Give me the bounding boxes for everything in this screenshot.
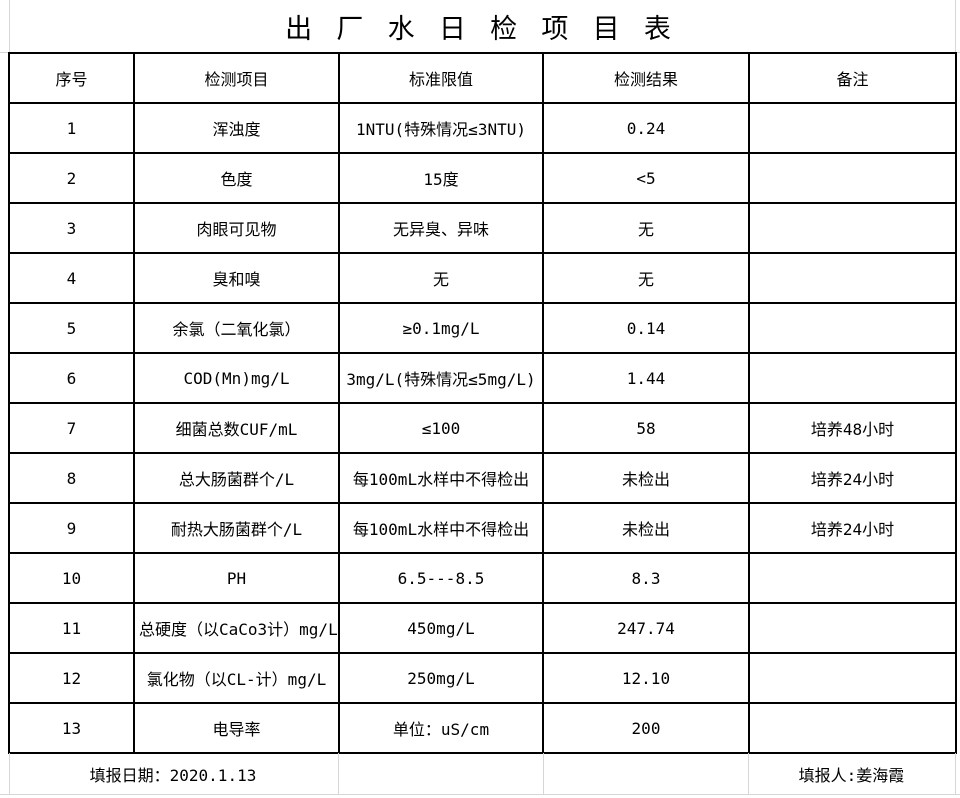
cell-item: 肉眼可见物 [133, 202, 340, 254]
cell-item: 电导率 [133, 702, 340, 754]
cell-no: 7 [8, 402, 135, 454]
cell-remark: 培养24小时 [748, 502, 957, 554]
cell-result: 无 [542, 202, 750, 254]
cell-limit: ≥0.1mg/L [338, 302, 544, 354]
cell-limit: 1NTU(特殊情况≤3NTU) [338, 102, 544, 154]
cell-result: 0.24 [542, 102, 750, 154]
table-row: 10 PH 6.5---8.5 8.3 [8, 552, 957, 604]
cell-remark [748, 252, 957, 304]
table-row: 11 总硬度（以CaCo3计）mg/L 450mg/L 247.74 [8, 602, 957, 654]
cell-result: 200 [542, 702, 750, 754]
cell-item: 臭和嗅 [133, 252, 340, 304]
cell-result: 8.3 [542, 552, 750, 604]
cell-no: 2 [8, 152, 135, 204]
cell-remark [748, 102, 957, 154]
cell-limit: 6.5---8.5 [338, 552, 544, 604]
table-row: 12 氯化物（以CL-计）mg/L 250mg/L 12.10 [8, 652, 957, 704]
table-row: 13 电导率 单位：uS/cm 200 [8, 702, 957, 754]
cell-limit: 每100mL水样中不得检出 [338, 452, 544, 504]
footer-gridline-vertical [338, 753, 339, 794]
cell-result: 12.10 [542, 652, 750, 704]
cell-item: 余氯（二氧化氯） [133, 302, 340, 354]
report-date: 填报日期：2020.1.13 [89, 766, 257, 785]
cell-item: 细菌总数CUF/mL [133, 402, 340, 454]
cell-limit: 3mg/L(特殊情况≤5mg/L) [338, 352, 544, 404]
cell-no: 12 [8, 652, 135, 704]
column-header-remark: 备注 [748, 52, 957, 104]
cell-result: 未检出 [542, 502, 750, 554]
cell-no: 13 [8, 702, 135, 754]
table-row: 5 余氯（二氧化氯） ≥0.1mg/L 0.14 [8, 302, 957, 354]
cell-limit: ≤100 [338, 402, 544, 454]
column-header-no: 序号 [8, 52, 135, 104]
cell-item: 氯化物（以CL-计）mg/L [133, 652, 340, 704]
cell-item: PH [133, 552, 340, 604]
footer-gridline-vertical [955, 753, 956, 794]
cell-remark [748, 302, 957, 354]
margin-gridline-vertical-right [955, 0, 956, 52]
cell-item: 总硬度（以CaCo3计）mg/L [133, 602, 340, 654]
table-row: 4 臭和嗅 无 无 [8, 252, 957, 304]
cell-item: 浑浊度 [133, 102, 340, 154]
cell-no: 8 [8, 452, 135, 504]
cell-no: 6 [8, 352, 135, 404]
table-row: 8 总大肠菌群个/L 每100mL水样中不得检出 未检出 培养24小时 [8, 452, 957, 504]
cell-limit: 单位：uS/cm [338, 702, 544, 754]
cell-no: 10 [8, 552, 135, 604]
cell-remark: 培养24小时 [748, 452, 957, 504]
cell-limit: 无 [338, 252, 544, 304]
cell-limit: 450mg/L [338, 602, 544, 654]
cell-result: 247.74 [542, 602, 750, 654]
cell-remark: 培养48小时 [748, 402, 957, 454]
cell-no: 3 [8, 202, 135, 254]
table-row: 1 浑浊度 1NTU(特殊情况≤3NTU) 0.24 [8, 102, 957, 154]
cell-remark [748, 202, 957, 254]
cell-result: 未检出 [542, 452, 750, 504]
cell-no: 5 [8, 302, 135, 354]
cell-result: 无 [542, 252, 750, 304]
cell-limit: 每100mL水样中不得检出 [338, 502, 544, 554]
table-row: 3 肉眼可见物 无异臭、异味 无 [8, 202, 957, 254]
cell-result: <5 [542, 152, 750, 204]
inspection-table: 序号 检测项目 标准限值 检测结果 备注 1 浑浊度 1NTU(特殊情况≤3NT… [8, 52, 957, 754]
cell-no: 9 [8, 502, 135, 554]
page-title: 出 厂 水 日 检 项 目 表 [285, 13, 675, 45]
cell-item: 总大肠菌群个/L [133, 452, 340, 504]
column-header-item: 检测项目 [133, 52, 340, 104]
margin-gridline-vertical-left [9, 0, 10, 52]
cell-result: 58 [542, 402, 750, 454]
cell-limit: 250mg/L [338, 652, 544, 704]
footer-gridline-vertical [748, 753, 749, 794]
table-row: 9 耐热大肠菌群个/L 每100mL水样中不得检出 未检出 培养24小时 [8, 502, 957, 554]
table-row: 6 COD(Mn)mg/L 3mg/L(特殊情况≤5mg/L) 1.44 [8, 352, 957, 404]
column-header-limit: 标准限值 [338, 52, 544, 104]
cell-item: COD(Mn)mg/L [133, 352, 340, 404]
header-row: 序号 检测项目 标准限值 检测结果 备注 [8, 52, 957, 104]
cell-item: 耐热大肠菌群个/L [133, 502, 340, 554]
cell-result: 1.44 [542, 352, 750, 404]
cell-limit: 15度 [338, 152, 544, 204]
table-row: 7 细菌总数CUF/mL ≤100 58 培养48小时 [8, 402, 957, 454]
margin-gridline-horizontal-left [0, 52, 8, 53]
cell-remark [748, 352, 957, 404]
margin-gridline-horizontal-right [956, 52, 960, 53]
cell-remark [748, 602, 957, 654]
cell-item: 色度 [133, 152, 340, 204]
cell-no: 4 [8, 252, 135, 304]
cell-no: 1 [8, 102, 135, 154]
cell-limit: 无异臭、异味 [338, 202, 544, 254]
reporter-name: 填报人:姜海霞 [798, 766, 905, 785]
cell-remark [748, 152, 957, 204]
cell-remark [748, 652, 957, 704]
footer-gridline-vertical [9, 753, 10, 794]
column-header-result: 检测结果 [542, 52, 750, 104]
footer-gridline-horizontal [0, 794, 960, 795]
cell-no: 11 [8, 602, 135, 654]
cell-remark [748, 702, 957, 754]
cell-result: 0.14 [542, 302, 750, 354]
footer-gridline-vertical [543, 753, 544, 794]
cell-remark [748, 552, 957, 604]
table-row: 2 色度 15度 <5 [8, 152, 957, 204]
